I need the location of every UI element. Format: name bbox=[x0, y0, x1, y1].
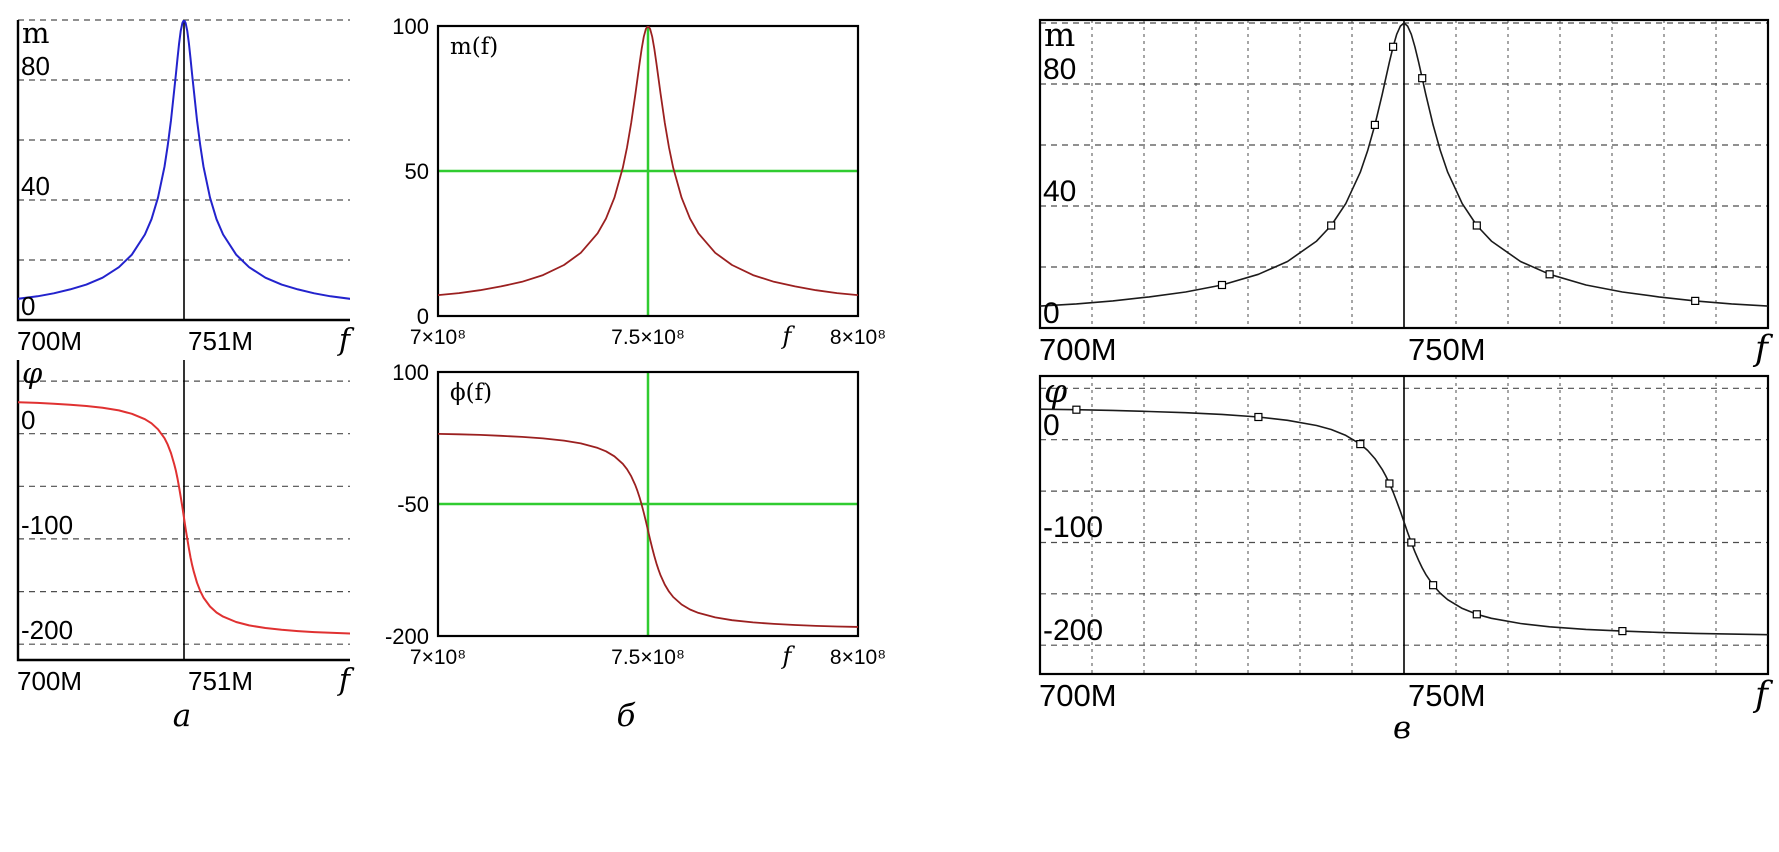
data-marker bbox=[1072, 405, 1081, 414]
ylabel: ϕ(f) bbox=[450, 380, 492, 406]
ytick-label: -200 bbox=[385, 624, 429, 649]
chart-b-magnitude: m(f) 100 50 0 7×10⁸ 7.5×10⁸ f 8×10⁸ bbox=[366, 14, 886, 356]
xtick-label: 8×10⁸ bbox=[830, 326, 886, 349]
xtick-label: 700M bbox=[1039, 332, 1117, 367]
ytick-label: 100 bbox=[392, 360, 429, 385]
data-marker bbox=[1254, 412, 1263, 422]
xtick-label: 750M bbox=[1408, 678, 1486, 713]
curve-phase_deg bbox=[1040, 408, 1768, 636]
chart-a-magnitude: m 80 40 0 700M 751M f bbox=[8, 12, 356, 358]
ytick-label: 80 bbox=[1043, 53, 1076, 86]
plot-v-phase: φ0 -100 -200 700M 750M f bbox=[1038, 371, 1774, 715]
caption-panel-v: в bbox=[1392, 710, 1412, 746]
data-marker bbox=[1691, 296, 1700, 305]
ytick-label: -50 bbox=[397, 492, 429, 517]
xaxis-f-label: f bbox=[781, 642, 796, 670]
curve-phase_deg bbox=[18, 401, 350, 635]
ytick-label: -100 bbox=[21, 510, 73, 540]
plot-b-magnitude: m(f) 100 50 07×10⁸ 7.5×10⁸ f 8×10⁸ bbox=[392, 14, 886, 350]
data-marker bbox=[1472, 221, 1481, 230]
data-marker bbox=[1407, 538, 1416, 547]
ylabel: m bbox=[22, 16, 50, 50]
xtick-label: 7×10⁸ bbox=[410, 326, 466, 349]
ylabel: φ bbox=[22, 356, 43, 390]
xtick-label: 700M bbox=[1039, 678, 1117, 713]
data-marker bbox=[1327, 221, 1336, 230]
caption-panel-b: б bbox=[616, 698, 636, 734]
plot-a-phase: φ 0 -100 -200 700M 751M f bbox=[16, 356, 355, 698]
xtick-label: 7.5×10⁸ bbox=[611, 646, 685, 669]
data-marker bbox=[1618, 627, 1627, 636]
xtick-label: 700M bbox=[17, 666, 82, 696]
data-marker bbox=[1370, 120, 1379, 130]
curve-phase_deg bbox=[438, 432, 858, 628]
ytick-label: 0 bbox=[21, 291, 35, 321]
chart-b-phase: ϕ(f) 100 -50 -200 7×10⁸ 7.5×10⁸ f 8×10⁸ bbox=[366, 360, 886, 694]
ytick-label: 40 bbox=[1043, 175, 1076, 208]
data-marker bbox=[1545, 270, 1554, 279]
data-marker bbox=[1418, 74, 1427, 83]
caption-panel-a: а bbox=[172, 698, 192, 734]
data-marker bbox=[1385, 479, 1394, 488]
xtick-label: 700M bbox=[17, 326, 82, 356]
ytick-label: -200 bbox=[21, 615, 73, 645]
ytick-label: 0 bbox=[21, 405, 35, 435]
chart-v-magnitude: m 80 40 0 700M 750M f bbox=[1028, 12, 1776, 369]
data-marker bbox=[1356, 439, 1365, 449]
data-marker bbox=[1472, 610, 1481, 619]
xaxis-f-label: f bbox=[1752, 329, 1774, 369]
axis-lines bbox=[16, 20, 350, 322]
curve-magnitude bbox=[18, 20, 350, 300]
chart-v-phase: φ 0 -100 -200 700M 750M f bbox=[1028, 368, 1776, 715]
plot-border bbox=[436, 370, 860, 638]
xaxis-f-label: f bbox=[337, 663, 355, 698]
xaxis-f-label: f bbox=[781, 322, 796, 350]
ylabel: m(f) bbox=[450, 34, 498, 60]
xtick-label: 751M bbox=[188, 666, 253, 696]
plot-border bbox=[1038, 374, 1770, 676]
xaxis-f-label: f bbox=[1752, 675, 1774, 715]
ytick-label: 50 bbox=[405, 159, 429, 184]
ytick-label: 0 bbox=[1043, 297, 1060, 330]
ytick-label: 100 bbox=[392, 14, 429, 39]
curve-magnitude bbox=[438, 26, 858, 297]
xtick-label: 7.5×10⁸ bbox=[611, 326, 685, 349]
xtick-label: 8×10⁸ bbox=[830, 646, 886, 669]
ytick-label: 0 bbox=[417, 304, 429, 329]
ytick-label: 0 bbox=[1043, 409, 1060, 442]
ytick-label: 40 bbox=[21, 171, 50, 201]
curve-magnitude bbox=[1040, 22, 1768, 307]
axis-lines bbox=[16, 360, 350, 662]
data-marker bbox=[1429, 581, 1438, 590]
data-marker bbox=[1389, 42, 1398, 51]
xtick-label: 7×10⁸ bbox=[410, 646, 466, 669]
xtick-label: 751M bbox=[188, 326, 253, 356]
plot-border bbox=[1038, 18, 1770, 330]
data-marker bbox=[1217, 280, 1227, 290]
ytick-label: 80 bbox=[21, 51, 50, 81]
ylabel: φ bbox=[1044, 371, 1067, 410]
ylabel: m bbox=[1044, 15, 1075, 54]
chart-a-phase: φ 0 -100 -200 700M 751M f bbox=[8, 352, 356, 698]
xtick-label: 750M bbox=[1408, 332, 1486, 367]
ytick-label: -200 bbox=[1043, 614, 1103, 647]
ytick-label: -100 bbox=[1043, 511, 1103, 544]
